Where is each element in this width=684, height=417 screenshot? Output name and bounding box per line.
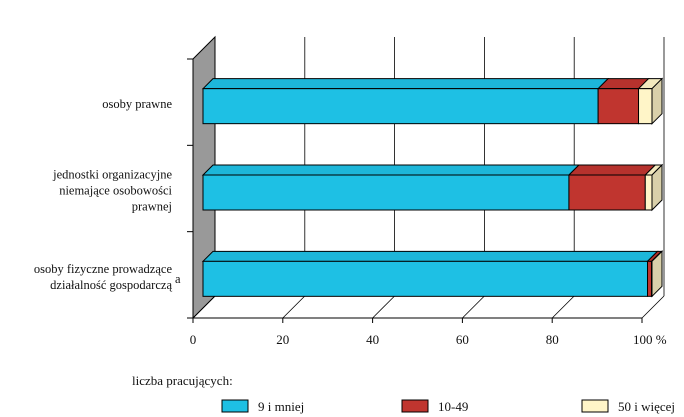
bar-segment — [647, 260, 653, 297]
bar-group — [201, 77, 664, 125]
bar-segment — [638, 88, 653, 125]
legend-swatch — [581, 399, 609, 413]
bar-segment — [597, 88, 640, 125]
bar-segment-top — [201, 250, 659, 262]
legend: liczba pracujących: 9 i mniej 10-49 50 i w… — [132, 373, 675, 414]
x-tick-label: 40 — [366, 332, 379, 347]
x-tick-label: 60 — [456, 332, 469, 347]
floor-line — [551, 295, 575, 319]
legend-swatch — [221, 399, 249, 413]
legend-title: liczba pracujących: — [132, 373, 233, 388]
category-labels: osoby prawne jednostki organizacyjne niema… — [34, 97, 181, 292]
bar-side-face — [651, 163, 663, 212]
legend-label: 50 i więcej — [618, 399, 675, 414]
bar-side-face — [651, 77, 663, 125]
category-label: prawnej — [132, 200, 172, 214]
x-tick-label: 80 — [546, 332, 559, 347]
legend-label: 9 i mniej — [258, 399, 304, 414]
bar-segment-top — [201, 78, 610, 90]
legend-swatch — [401, 399, 429, 413]
x-tick-labels: 0 20 40 60 80 100 % — [190, 332, 667, 347]
bar-segment — [202, 174, 570, 211]
bar-segment-top — [201, 164, 581, 176]
legend-label: 10-49 — [438, 399, 468, 414]
bar-segment — [644, 174, 653, 211]
bar-segment — [202, 88, 599, 125]
bar-segment — [568, 174, 646, 211]
floor-line — [372, 295, 395, 319]
bar-segment-top — [567, 164, 657, 176]
bar-side-face — [651, 250, 663, 298]
category-label: jednostki organizacyjne — [52, 168, 172, 182]
axes — [187, 58, 643, 323]
category-label: działalność gospodarczą — [50, 278, 172, 292]
x-tick-label: 20 — [276, 332, 289, 347]
footnote-mark: a — [175, 272, 181, 286]
floor-line — [282, 295, 306, 319]
x-tick-label: 100 % — [633, 332, 667, 347]
x-tick-label: 0 — [190, 332, 197, 347]
bar-segment — [202, 260, 649, 297]
floor-line — [462, 295, 485, 319]
floor-line — [641, 295, 665, 319]
bar-group — [201, 163, 664, 212]
floor-line — [192, 295, 216, 319]
bars — [201, 77, 664, 298]
category-label: niemające osobowości — [59, 184, 172, 198]
category-label: osoby fizyczne prowadzące — [34, 262, 173, 276]
bar-group — [201, 250, 664, 298]
category-label: osoby prawne — [102, 97, 172, 111]
